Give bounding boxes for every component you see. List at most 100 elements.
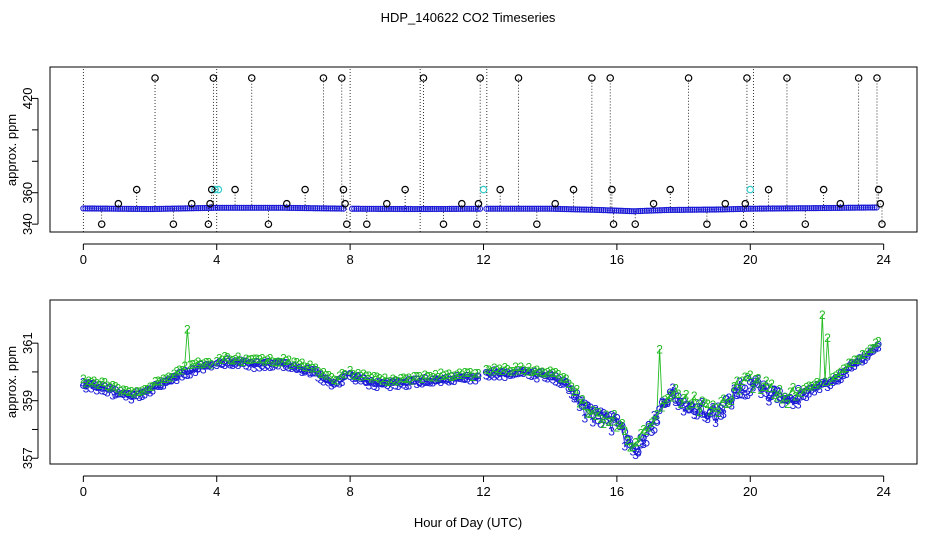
bottom-point-3: 3 <box>264 358 271 372</box>
top-data-point <box>349 205 356 212</box>
top-data-point <box>435 205 442 213</box>
bottom-point-3: 3 <box>787 391 794 405</box>
bottom-point-2: 2 <box>149 380 156 394</box>
bottom-point-o <box>226 359 234 367</box>
bottom-point-3: 3 <box>851 359 858 373</box>
bottom-x-tick-label: 20 <box>743 484 757 499</box>
bottom-point-2: 2 <box>109 379 116 393</box>
bottom-x-tick-label: 24 <box>876 484 890 499</box>
bottom-point-2: 2 <box>675 387 682 401</box>
bottom-point-o <box>666 388 674 396</box>
bottom-point-2: 2 <box>507 364 514 378</box>
bottom-point-2: 2 <box>688 397 695 411</box>
bottom-point-2: 2 <box>221 349 228 363</box>
top-outlier-point <box>382 199 391 208</box>
bottom-point-2: 2 <box>584 406 591 420</box>
bottom-point-2: 2 <box>872 336 879 350</box>
bottom-point-3: 3 <box>864 349 871 363</box>
bottom-point-o <box>640 434 647 442</box>
bottom-point-2: 2 <box>744 371 751 385</box>
top-data-point <box>606 207 614 214</box>
bottom-x-tick-label: 4 <box>213 484 220 499</box>
top-data-point <box>199 204 206 212</box>
top-data-point <box>639 207 646 215</box>
top-data-point <box>643 207 650 214</box>
bottom-point-2: 2 <box>803 381 810 395</box>
top-outlier-point <box>801 220 810 228</box>
top-data-point <box>134 205 141 213</box>
top-data-point <box>557 205 564 213</box>
bottom-point-3: 3 <box>723 393 730 407</box>
top-data-point <box>632 208 640 215</box>
bottom-point-3: 3 <box>616 419 623 433</box>
top-data-point <box>799 205 807 212</box>
bottom-point-3: 3 <box>648 419 655 433</box>
top-data-point <box>294 204 302 212</box>
top-data-point <box>654 207 661 214</box>
top-data-point <box>453 205 460 212</box>
bottom-point-2: 2 <box>168 371 175 385</box>
bottom-point-3: 3 <box>755 373 762 387</box>
bottom-point-2: 2 <box>510 364 517 378</box>
top-data-point <box>726 206 733 213</box>
top-data-point <box>145 205 152 213</box>
bottom-point-2: 2 <box>224 350 231 364</box>
bottom-point-3: 3 <box>301 365 308 379</box>
top-data-point <box>691 206 698 213</box>
bottom-point-2: 2 <box>643 424 650 438</box>
bottom-point-2: 2 <box>728 394 735 408</box>
top-data-point <box>223 204 230 211</box>
top-outlier-point <box>114 199 123 208</box>
top-outlier-point <box>551 199 559 208</box>
top-data-point <box>747 205 755 212</box>
top-data-point <box>205 204 213 212</box>
bottom-point-2: 2 <box>464 366 471 380</box>
bottom-point-2: 2 <box>779 393 786 407</box>
bottom-point-2: 2 <box>702 396 709 410</box>
top-data-point <box>765 205 772 212</box>
bottom-point-3: 3 <box>800 389 807 403</box>
bottom-point-2: 2 <box>349 367 356 381</box>
top-data-point <box>535 205 542 212</box>
top-highlight-point <box>479 185 488 194</box>
top-data-point <box>450 205 458 212</box>
top-data-point <box>323 205 330 212</box>
bottom-point-3: 3 <box>453 370 460 384</box>
bottom-point-3: 3 <box>251 361 258 375</box>
top-data-point <box>624 207 631 215</box>
top-outlier-point <box>339 185 348 194</box>
bottom-point-2: 2 <box>822 375 829 389</box>
top-data-point <box>808 205 815 212</box>
bottom-point-3: 3 <box>224 355 231 369</box>
bottom-point-2: 2 <box>568 380 575 394</box>
bottom-point-3: 3 <box>835 374 842 388</box>
top-data-point <box>143 205 150 213</box>
top-data-point <box>524 205 531 212</box>
bottom-point-2: 2 <box>331 373 338 387</box>
top-data-point <box>626 208 633 215</box>
top-dotted-spikes <box>82 67 883 232</box>
bottom-point-3: 3 <box>96 379 103 393</box>
bottom-point-2: 2 <box>680 391 687 405</box>
top-data-point <box>661 207 668 214</box>
bottom-point-3: 3 <box>379 376 386 390</box>
bottom-point-2: 2 <box>213 354 220 368</box>
bottom-point-2: 2 <box>328 370 335 384</box>
bottom-point-3: 3 <box>766 394 773 408</box>
top-data-point <box>697 206 705 213</box>
bottom-point-o <box>762 382 770 390</box>
bottom-point-3: 3 <box>680 404 687 418</box>
bottom-point-3: 3 <box>267 360 274 374</box>
top-data-point <box>192 205 200 212</box>
top-data-point <box>617 207 624 214</box>
bottom-point-3: 3 <box>443 371 450 385</box>
top-data-point <box>849 204 856 211</box>
bottom-point-o <box>835 375 842 383</box>
bottom-point-o <box>234 359 242 367</box>
top-outlier-point <box>609 220 618 228</box>
top-data-point <box>585 206 592 213</box>
top-data-point <box>229 204 237 211</box>
bottom-point-2: 2 <box>245 353 252 367</box>
top-data-point <box>810 205 817 212</box>
bottom-point-2: 2 <box>272 356 279 370</box>
